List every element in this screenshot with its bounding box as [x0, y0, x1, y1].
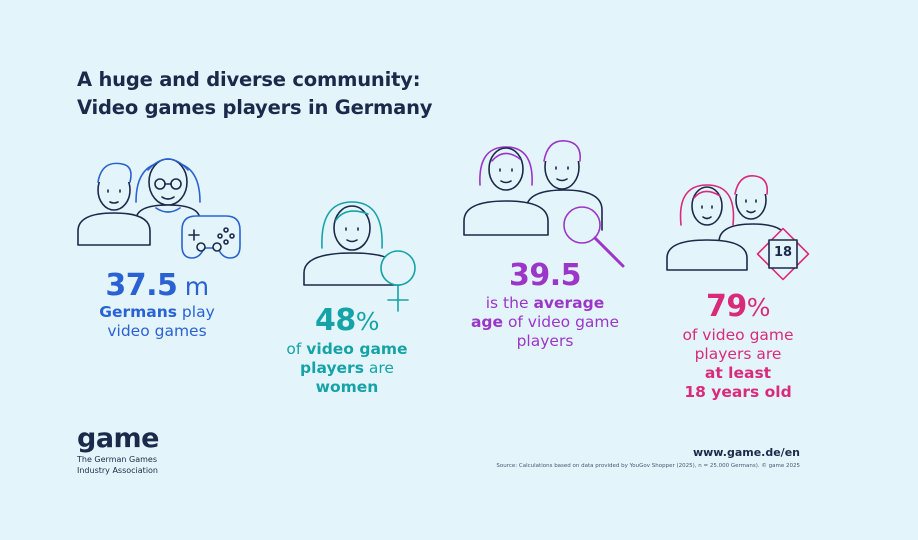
- stat-value: 37.5 m: [72, 270, 242, 303]
- stat-number: 79: [705, 289, 747, 324]
- stat-value: 79%: [648, 291, 828, 324]
- stat-unit: %: [355, 307, 380, 336]
- logo-subtitle-1: The German Games: [77, 455, 157, 464]
- stat-adult-share: 79% of video game players are at least 1…: [648, 291, 828, 402]
- stat-bold: 18 years old: [684, 383, 792, 401]
- page-title: A huge and diverse community: Video game…: [77, 66, 432, 122]
- stat-text-line: players are: [262, 359, 432, 378]
- game-logo: game The German Games Industry Associati…: [77, 423, 160, 476]
- stat-bold: women: [315, 378, 379, 396]
- source-note: Source: Calculations based on data provi…: [496, 463, 800, 469]
- stat-rest: players are: [694, 345, 782, 363]
- stat-value: 48%: [262, 305, 432, 338]
- stat-average-age: 39.5 is the average age of video game pl…: [455, 260, 635, 351]
- stat-number: 39.5: [508, 258, 582, 293]
- stat-text-line: age of video game: [455, 313, 635, 332]
- family-controller-icon: [77, 158, 241, 259]
- stat-text-line: women: [262, 378, 432, 397]
- stat-number: 48: [314, 303, 356, 338]
- stat-rest: players: [516, 332, 574, 350]
- stat-text-line: players are: [648, 345, 828, 364]
- woman-female-symbol-icon: [303, 201, 416, 312]
- stat-unit: m: [177, 272, 209, 301]
- stat-players-count: 37.5 m Germans play video games: [72, 270, 242, 341]
- stat-text-line: of video game: [262, 340, 432, 359]
- stat-text-line: video games: [72, 322, 242, 341]
- stat-text-line: players: [455, 332, 635, 351]
- stat-women-share: 48% of video game players are women: [262, 305, 432, 397]
- stat-rest: of video game: [682, 326, 794, 344]
- stat-rest: of: [286, 340, 307, 358]
- stat-text-line: 18 years old: [648, 383, 828, 402]
- couple-age-18-icon: [666, 175, 810, 281]
- stat-text-line: at least: [648, 364, 828, 383]
- stat-rest: is the: [485, 294, 534, 312]
- title-line-1: A huge and diverse community:: [77, 68, 421, 91]
- stat-rest: are: [363, 359, 394, 377]
- title-line-2: Video games players in Germany: [77, 96, 433, 119]
- stat-bold: average: [533, 294, 605, 312]
- stat-text-line: Germans play: [72, 303, 242, 322]
- website-link[interactable]: www.game.de/en: [692, 446, 800, 459]
- stat-bold: players: [300, 359, 364, 377]
- logo-subtitle-2: Industry Association: [77, 466, 158, 475]
- couple-magnifier-icon: [463, 140, 625, 268]
- age-badge-label: 18: [773, 245, 793, 260]
- stat-rest: play: [177, 303, 215, 321]
- stat-rest: video games: [107, 322, 207, 340]
- stat-bold: video game: [306, 340, 408, 358]
- stat-rest: of video game: [503, 313, 620, 331]
- stat-bold: at least: [704, 364, 772, 382]
- stat-text-line: of video game: [648, 326, 828, 345]
- stat-number: 37.5: [105, 268, 178, 303]
- stat-value: 39.5: [455, 260, 635, 292]
- stat-bold: age: [470, 313, 504, 331]
- stat-text-line: is the average: [455, 294, 635, 313]
- logo-word: game: [77, 423, 160, 454]
- stat-bold: Germans: [99, 303, 177, 321]
- stat-unit: %: [746, 293, 771, 322]
